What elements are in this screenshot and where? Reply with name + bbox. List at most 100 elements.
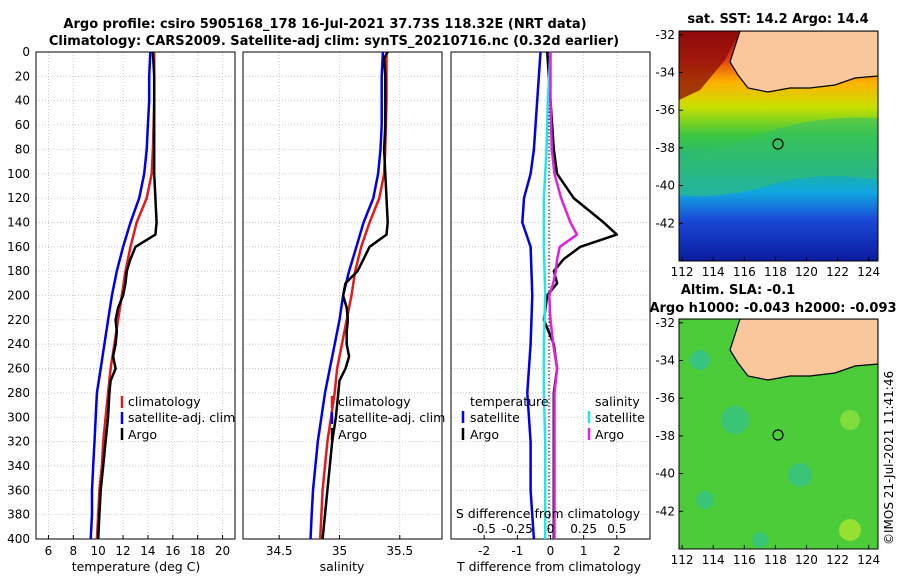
x-tick-label: 2: [613, 544, 621, 558]
legend-climatology: climatology: [128, 394, 201, 409]
x-tick-label: 16: [165, 544, 180, 558]
depth-tick-label: 280: [7, 386, 30, 400]
legend-sal-satellite: satellite: [595, 410, 645, 425]
series-satellite-adj-clim: [89, 51, 152, 540]
difference-x-ticks: -2 -1 0 1 2: [478, 535, 621, 558]
title-line-2: Climatology: CARS2009. Satellite-adj cli…: [49, 34, 619, 49]
temperature-xlabel: temperature (deg C): [72, 559, 201, 574]
legend-sal-argo: Argo: [595, 427, 624, 442]
map-x-tick-label: 116: [733, 553, 756, 567]
depth-tick-label: 400: [7, 532, 30, 546]
map-x-tick-label: 120: [795, 265, 818, 279]
sst-map: sat. SST: 14.2 Argo: 14.4 112 114 116 118 12…: [655, 12, 880, 279]
depth-tick-label: 300: [7, 410, 30, 424]
map-x-tick-label: 124: [857, 553, 880, 567]
map-x-tick-label: 118: [764, 265, 787, 279]
x-tick-label: 0: [547, 544, 555, 558]
map-y-tick-label: -38: [655, 141, 675, 155]
x-tick-label: 34.5: [266, 544, 293, 558]
depth-tick-label: 220: [7, 313, 30, 327]
map-x-tick-label: 120: [795, 553, 818, 567]
legend-argo: Argo: [128, 427, 157, 442]
sla-map: Altim. SLA: -0.1 Argo h1000: -0.043 h200…: [649, 283, 896, 567]
map-y-tick-label: -42: [655, 216, 675, 230]
depth-tick-label: 340: [7, 459, 30, 473]
x-tick-label: -1: [511, 544, 523, 558]
sst-argo-marker: [772, 138, 784, 150]
depth-tick-label: 180: [7, 264, 30, 278]
sla-eddy: [690, 350, 710, 370]
watermark: ©IMOS 21-Jul-2021 11:41:46: [882, 371, 896, 545]
difference-series: [521, 51, 619, 540]
map-y-tick-label: -38: [655, 429, 675, 443]
sla-eddy: [721, 406, 749, 434]
salinity-panel: 34.5 35 35.5 salinity climatology satellit…: [242, 51, 445, 574]
sla-eddy: [696, 491, 714, 509]
map-y-tick-label: -32: [655, 28, 675, 42]
difference-legend: temperature satellite Argo salinity sate…: [461, 394, 645, 442]
depth-tick-label: 140: [7, 215, 30, 229]
s-diff-tick-label: 0.25: [570, 522, 597, 536]
legend-salinity-title: salinity: [595, 394, 640, 409]
sla-argo-marker: [772, 429, 784, 441]
depth-tick-label: 380: [7, 508, 30, 522]
x-tick-label: 10: [91, 544, 106, 558]
x-tick-label: 35.5: [386, 544, 413, 558]
legend-temperature-title: temperature: [470, 394, 549, 409]
temperature-axes-frame: [35, 51, 236, 540]
depth-tick-label: 120: [7, 191, 30, 205]
salinity-x-ticks: 34.5 35 35.5: [266, 535, 413, 558]
legend-climatology: climatology: [338, 394, 411, 409]
map-x-tick-label: 114: [702, 265, 725, 279]
depth-tick-label: 100: [7, 167, 30, 181]
depth-tick-label: 200: [7, 289, 30, 303]
series-salinity-argo: [547, 52, 579, 539]
legend-temp-satellite: satellite: [470, 410, 520, 425]
depth-tick-label: 160: [7, 240, 30, 254]
series-argo: [321, 51, 389, 540]
map-y-tick-label: -40: [655, 179, 675, 193]
map-y-tick-label: -34: [655, 353, 675, 367]
temperature-legend: climatology satellite-adj. clim Argo: [120, 394, 235, 442]
map-y-tick-label: -34: [655, 65, 675, 79]
sla-eddy: [752, 532, 768, 548]
sst-map-ticks: 112 114 116 118 120 122 124 -32 -34 -36 -38 -40 -42: [655, 28, 880, 279]
temperature-panel: 0 20 40 60 80 100 120 140 160 180 200 220 240 260 280 3…: [7, 45, 236, 574]
s-difference-label: S difference from climatology: [456, 506, 641, 521]
s-diff-tick-label: 0.5: [607, 522, 626, 536]
salinity-difference-ticks: -0.5 -0.25 0 0.25 0.5: [472, 522, 626, 536]
sla-land-mask: [729, 319, 878, 381]
sst-land-mask: [729, 31, 878, 93]
series-argo: [96, 51, 158, 540]
map-y-tick-label: -36: [655, 391, 675, 405]
x-tick-label: 18: [190, 544, 205, 558]
salinity-series: [309, 51, 389, 540]
map-y-tick-label: -40: [655, 467, 675, 481]
sla-map-subtitle: Argo h1000: -0.043 h2000: -0.093: [649, 301, 896, 316]
s-diff-tick-label: -0.25: [502, 522, 533, 536]
map-x-tick-label: 112: [671, 553, 694, 567]
depth-tick-label: 40: [15, 94, 30, 108]
x-tick-label: -2: [478, 544, 490, 558]
difference-grid: [451, 51, 650, 540]
x-tick-label: 12: [115, 544, 130, 558]
title-line-1: Argo profile: csiro 5905168_178 16-Jul-2…: [63, 17, 586, 32]
map-y-tick-label: -32: [655, 316, 675, 330]
sla-map-ticks: 112 114 116 118 120 122 124 -32 -34 -36 -38 -40 -42: [655, 316, 880, 567]
x-tick-label: 1: [580, 544, 588, 558]
legend-argo: Argo: [338, 427, 367, 442]
map-x-tick-label: 124: [857, 265, 880, 279]
sla-eddy: [840, 410, 860, 430]
series-climatology: [95, 52, 156, 540]
map-x-tick-label: 116: [733, 265, 756, 279]
depth-tick-label: 240: [7, 337, 30, 351]
map-x-tick-label: 114: [702, 553, 725, 567]
sla-eddy: [839, 519, 861, 541]
s-diff-tick-label: -0.5: [472, 522, 495, 536]
series-salinity-satellite: [542, 51, 552, 539]
difference-panel: -2 -1 0 1 2 -0.5 -0.25 0 0.25 0.5 S difference f…: [450, 51, 651, 574]
sla-map-title: Altim. SLA: -0.1: [681, 283, 795, 298]
x-tick-label: 14: [140, 544, 155, 558]
sst-warm-core: [679, 31, 740, 100]
